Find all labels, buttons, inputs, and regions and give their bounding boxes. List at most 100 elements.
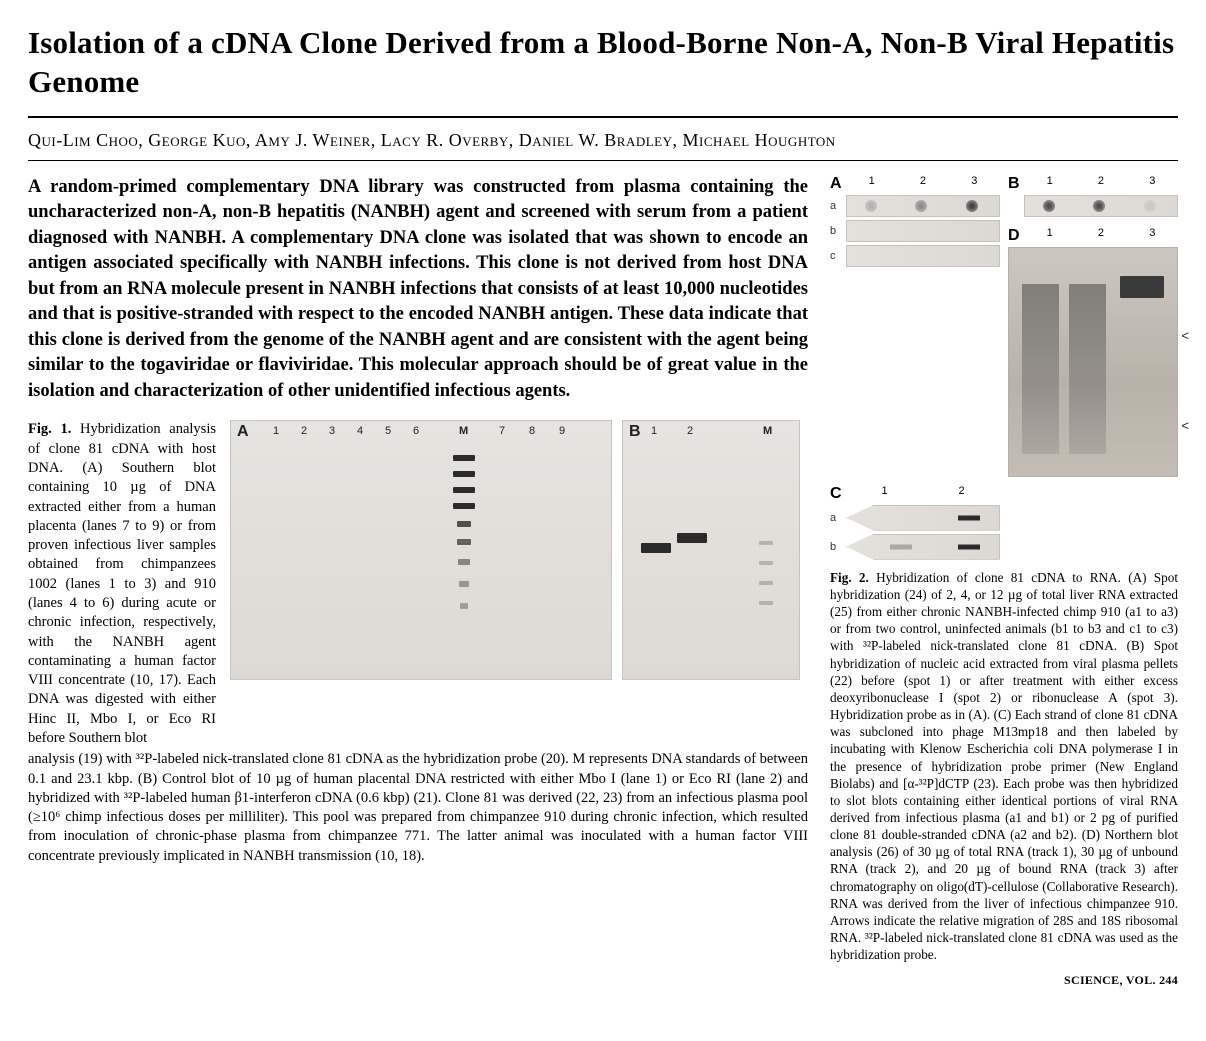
figure-1-label: Fig. 1. <box>28 421 71 437</box>
figure-2-panels: A 1 2 3 abc B 1 2 3 <box>830 175 1178 563</box>
slot-strip <box>846 505 1000 531</box>
gel-band <box>641 543 671 553</box>
two-column-layout: A random-primed complementary DNA librar… <box>28 175 1178 989</box>
figure-1-panel-b-gel: B 1 2 M <box>622 420 800 680</box>
figure-2-label: Fig. 2. <box>830 570 869 585</box>
figure-1-caption-side: Fig. 1. Hybridization analysis of clone … <box>28 420 216 748</box>
lane-num: 7 <box>499 425 505 437</box>
lane-num: 2 <box>1098 175 1104 193</box>
figure-2-panel-b: B 1 2 3 D 1 2 3 <box>1008 175 1178 477</box>
hybridization-spot <box>865 200 877 212</box>
marker-band <box>759 601 773 605</box>
figure-1-panel-a-gel: A 123456M789 <box>230 420 612 680</box>
rna-marker-arrow: < <box>1181 418 1189 433</box>
marker-band <box>457 521 471 527</box>
spot-row: c <box>830 245 1000 267</box>
spot-row: a <box>830 195 1000 217</box>
lane-num: 1 <box>881 485 887 503</box>
lane-num: 3 <box>971 175 977 193</box>
marker-band <box>759 561 773 565</box>
hybridization-spot <box>1043 200 1055 212</box>
lane-num: 1 <box>869 175 875 193</box>
hybridization-spot <box>966 200 978 212</box>
marker-band <box>460 603 468 609</box>
lane-num: 1 <box>651 425 657 437</box>
author-rule <box>28 160 1178 161</box>
figure-2-panel-c: C 1 2 a b <box>830 485 1000 563</box>
journal-footer: SCIENCE, VOL. 244 <box>830 973 1178 988</box>
lane-num: 6 <box>413 425 419 437</box>
panel-b-spots <box>1008 195 1178 217</box>
row-label: b <box>830 541 842 553</box>
lane-num: 2 <box>1098 227 1104 245</box>
northern-smear <box>1069 284 1106 454</box>
lane-num: 2 <box>958 485 964 503</box>
spot-strip <box>846 195 1000 217</box>
spot-strip <box>846 245 1000 267</box>
figure-1-panel-a-wrap: A 123456M789 <box>230 420 612 680</box>
lane-num: 2 <box>687 425 693 437</box>
figure-2-caption-text: (24) of 2, 4, or 12 µg of total liver RN… <box>830 587 1178 962</box>
hybridization-spot <box>915 200 927 212</box>
lane-num: 2 <box>920 175 926 193</box>
panel-b-letter: B <box>629 423 641 441</box>
northern-band <box>1120 276 1164 298</box>
figure-1-panel-b-wrap: B 1 2 M <box>622 420 800 680</box>
lane-num: 4 <box>357 425 363 437</box>
panel-a-letter-2: A <box>830 175 842 193</box>
row-label: a <box>830 200 842 212</box>
figure-1-caption-cont: analysis (19) with ³²P-labeled nick-tran… <box>28 750 808 866</box>
marker-band <box>453 487 475 493</box>
author-list: Qui-Lim Choo, George Kuo, Amy J. Weiner,… <box>28 128 1178 152</box>
hybridization-spot <box>1093 200 1105 212</box>
lane-num: 3 <box>1149 227 1155 245</box>
marker-label: M <box>763 425 772 437</box>
slot-strip <box>846 534 1000 560</box>
slot-band <box>958 544 980 549</box>
lane-num: 3 <box>1149 175 1155 193</box>
figure-1-images: A 123456M789 B 12M <box>230 420 808 680</box>
spot-row: b <box>830 220 1000 242</box>
lane-num: 8 <box>529 425 535 437</box>
spot-strip <box>846 220 1000 242</box>
marker-band <box>457 539 471 545</box>
slot-band <box>958 515 980 520</box>
row-label: a <box>830 512 842 524</box>
marker-band <box>458 559 470 565</box>
abstract-text: A random-primed complementary DNA librar… <box>28 175 808 405</box>
paper-title: Isolation of a cDNA Clone Derived from a… <box>28 24 1178 102</box>
left-column: A random-primed complementary DNA librar… <box>28 175 808 866</box>
figure-1-side-text: Hybridization analysis of clone 81 cDNA … <box>28 421 216 746</box>
lane-num: 1 <box>273 425 279 437</box>
figure-1-row: Fig. 1. Hybridization analysis of clone … <box>28 420 808 748</box>
lane-num: 3 <box>329 425 335 437</box>
rna-marker-arrow: < <box>1181 328 1189 343</box>
figure-2-panel-d-northern: << <box>1008 247 1178 477</box>
slot-band <box>890 544 912 549</box>
marker-band <box>459 581 469 587</box>
row-label: b <box>830 225 842 237</box>
lane-num: 1 <box>1047 227 1053 245</box>
panel-b-letter-2: B <box>1008 175 1020 193</box>
marker-band <box>759 581 773 585</box>
gel-band <box>677 533 707 543</box>
panel-d-letter: D <box>1008 227 1020 245</box>
right-column: A 1 2 3 abc B 1 2 3 <box>830 175 1178 989</box>
title-rule <box>28 116 1178 118</box>
marker-band <box>759 541 773 545</box>
marker-band <box>453 455 475 461</box>
panel-a-letter: A <box>237 423 249 441</box>
marker-label: M <box>459 425 468 437</box>
marker-band <box>453 503 475 509</box>
panel-c-letter: C <box>830 485 842 503</box>
panel-b-strip <box>1024 195 1178 217</box>
slot-row: a <box>830 505 1000 531</box>
lane-num: 9 <box>559 425 565 437</box>
lane-num: 1 <box>1047 175 1053 193</box>
slot-row: b <box>830 534 1000 560</box>
hybridization-spot <box>1144 200 1156 212</box>
lane-num: 2 <box>301 425 307 437</box>
marker-band <box>453 471 475 477</box>
figure-2-panel-a: A 1 2 3 a bc <box>830 175 1000 477</box>
figure-2-caption: Fig. 2. Hybridization of clone 81 cDNA t… <box>830 569 1178 964</box>
